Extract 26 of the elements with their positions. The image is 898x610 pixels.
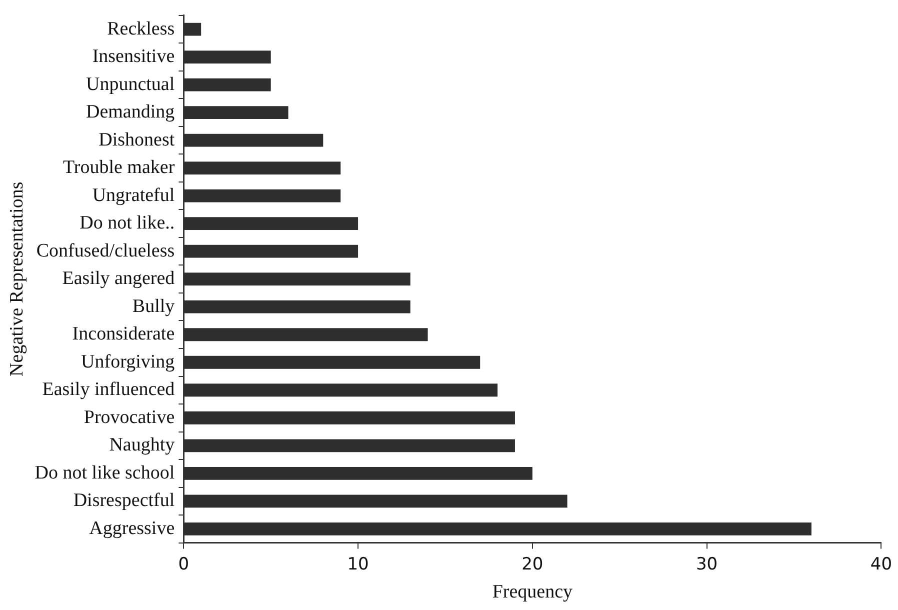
y-tick-label: Unforgiving [81,351,176,372]
y-tick-label: Ungrateful [92,184,175,206]
x-tick-label: 10 [347,554,369,574]
y-tick-label: Do not like school [34,462,175,484]
y-tick-label: Naughty [109,434,176,456]
y-axis-title: Negative Representations [6,182,28,376]
x-tick-label: 0 [178,554,190,574]
y-tick-label: Aggressive [89,518,175,539]
y-tick-label: Easily influenced [42,379,176,400]
x-tick-label: 40 [870,554,892,574]
y-tick-label: Trouble maker [62,157,176,178]
y-tick-label: Confused/clueless [36,240,175,262]
y-tick-label: Inconsiderate [72,324,175,345]
y-tick-label: Disrespectful [73,490,175,512]
y-tick-label: Bully [132,296,176,317]
y-tick-label: Provocative [84,406,175,428]
x-tick-label: 30 [696,554,718,574]
y-tick-label: Dishonest [98,129,176,150]
y-tick-label: Unpunctual [86,74,175,95]
y-tick-label: Reckless [107,18,175,40]
y-tick-label: Do not like.. [80,212,175,234]
y-tick-label: Easily angered [62,268,176,290]
y-tick-label: Demanding [86,102,176,123]
y-tick-label: Insensitive [92,46,175,68]
x-axis-title: Frequency [492,582,574,603]
x-tick-label: 20 [522,554,544,574]
